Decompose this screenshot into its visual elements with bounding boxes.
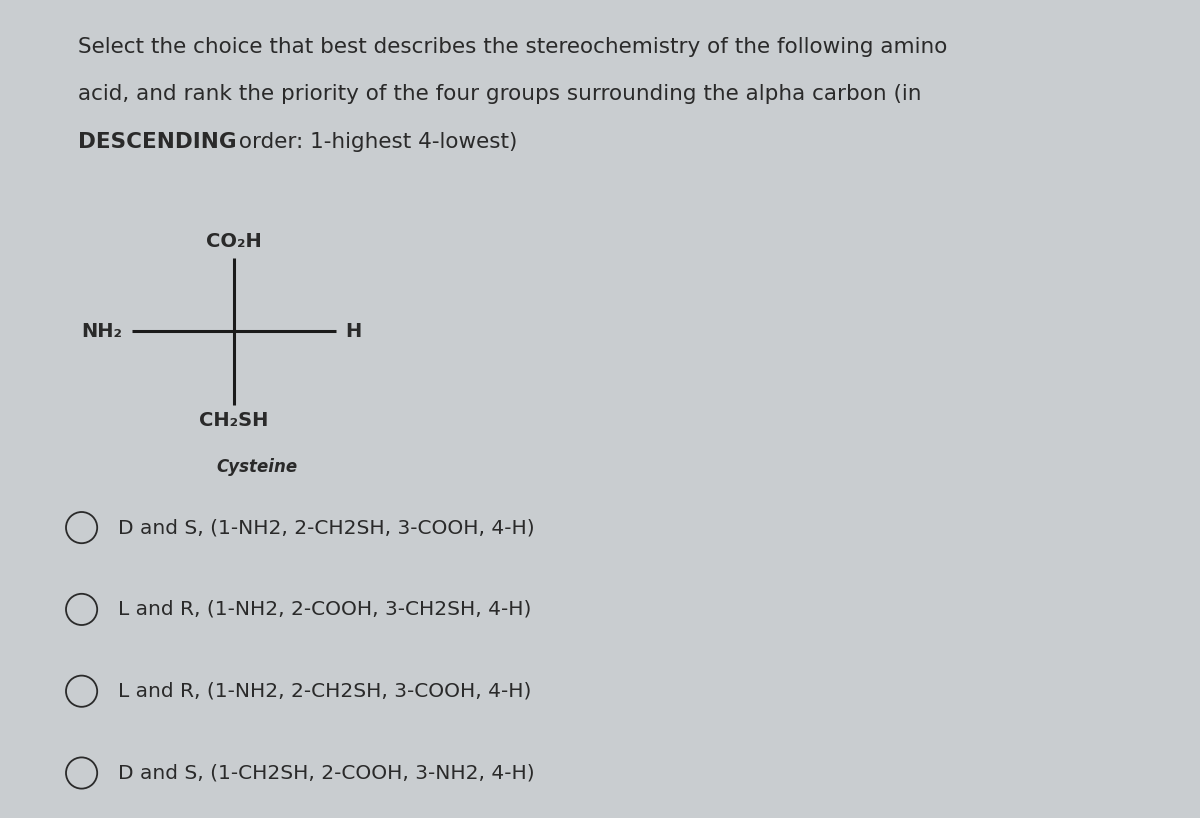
Text: acid, and rank the priority of the four groups surrounding the alpha carbon (in: acid, and rank the priority of the four … <box>78 84 922 104</box>
Text: order: 1-highest 4-lowest): order: 1-highest 4-lowest) <box>232 132 517 151</box>
Text: CH₂SH: CH₂SH <box>199 411 269 430</box>
Text: CO₂H: CO₂H <box>206 232 262 251</box>
Text: H: H <box>346 321 362 341</box>
Text: D and S, (1-NH2, 2-CH2SH, 3-COOH, 4-H): D and S, (1-NH2, 2-CH2SH, 3-COOH, 4-H) <box>118 518 534 537</box>
Text: DESCENDING: DESCENDING <box>78 132 236 151</box>
Text: Select the choice that best describes the stereochemistry of the following amino: Select the choice that best describes th… <box>78 37 947 56</box>
Text: NH₂: NH₂ <box>82 321 122 341</box>
Text: D and S, (1-CH2SH, 2-COOH, 3-NH2, 4-H): D and S, (1-CH2SH, 2-COOH, 3-NH2, 4-H) <box>118 763 534 783</box>
Text: L and R, (1-NH2, 2-COOH, 3-CH2SH, 4-H): L and R, (1-NH2, 2-COOH, 3-CH2SH, 4-H) <box>118 600 530 619</box>
Text: L and R, (1-NH2, 2-CH2SH, 3-COOH, 4-H): L and R, (1-NH2, 2-CH2SH, 3-COOH, 4-H) <box>118 681 530 701</box>
Text: Cysteine: Cysteine <box>216 458 298 476</box>
